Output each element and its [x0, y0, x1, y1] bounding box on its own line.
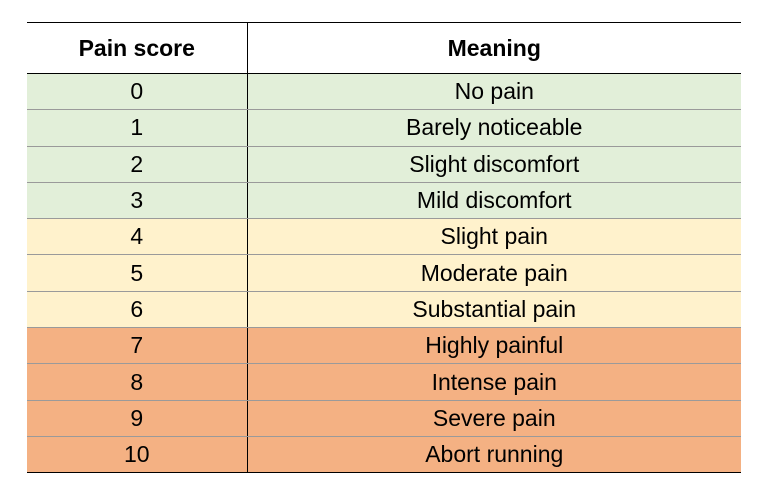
table-row: 4 Slight pain [27, 218, 741, 256]
pain-score-cell: 4 [27, 218, 248, 256]
meaning-cell: Abort running [247, 436, 741, 474]
pain-score-table-container: Pain score Meaning 0 No pain 1 Barely no… [27, 22, 741, 474]
table-row: 5 Moderate pain [27, 254, 741, 292]
meaning-cell: Slight pain [247, 218, 741, 256]
table-row: 8 Intense pain [27, 363, 741, 401]
table-row: 6 Substantial pain [27, 291, 741, 329]
meaning-cell: Severe pain [247, 400, 741, 437]
table-body: 0 No pain 1 Barely noticeable 2 Slight d… [27, 73, 741, 474]
table-row: 3 Mild discomfort [27, 182, 741, 220]
meaning-cell: Highly painful [247, 327, 741, 365]
table-row: 9 Severe pain [27, 400, 741, 437]
meaning-cell: Barely noticeable [247, 109, 741, 147]
pain-score-cell: 6 [27, 291, 248, 329]
table-row: 2 Slight discomfort [27, 146, 741, 183]
pain-score-cell: 7 [27, 327, 248, 365]
header-pain-score: Pain score [27, 22, 248, 74]
table-row: 7 Highly painful [27, 327, 741, 365]
meaning-cell: No pain [247, 73, 741, 111]
pain-score-cell: 10 [27, 436, 248, 474]
meaning-cell: Intense pain [247, 363, 741, 401]
pain-score-cell: 1 [27, 109, 248, 147]
meaning-cell: Mild discomfort [247, 182, 741, 220]
header-meaning: Meaning [247, 22, 741, 74]
pain-score-cell: 0 [27, 73, 248, 111]
pain-score-cell: 3 [27, 182, 248, 220]
meaning-cell: Substantial pain [247, 291, 741, 329]
pain-score-cell: 5 [27, 254, 248, 292]
pain-score-cell: 2 [27, 146, 248, 183]
table-header: Pain score Meaning [27, 22, 741, 74]
meaning-cell: Slight discomfort [247, 146, 741, 183]
meaning-cell: Moderate pain [247, 254, 741, 292]
table-row: 0 No pain [27, 73, 741, 111]
pain-score-cell: 9 [27, 400, 248, 437]
pain-score-table: Pain score Meaning 0 No pain 1 Barely no… [27, 22, 741, 474]
table-row: 1 Barely noticeable [27, 109, 741, 147]
pain-score-cell: 8 [27, 363, 248, 401]
header-row: Pain score Meaning [27, 22, 741, 74]
table-row: 10 Abort running [27, 436, 741, 474]
